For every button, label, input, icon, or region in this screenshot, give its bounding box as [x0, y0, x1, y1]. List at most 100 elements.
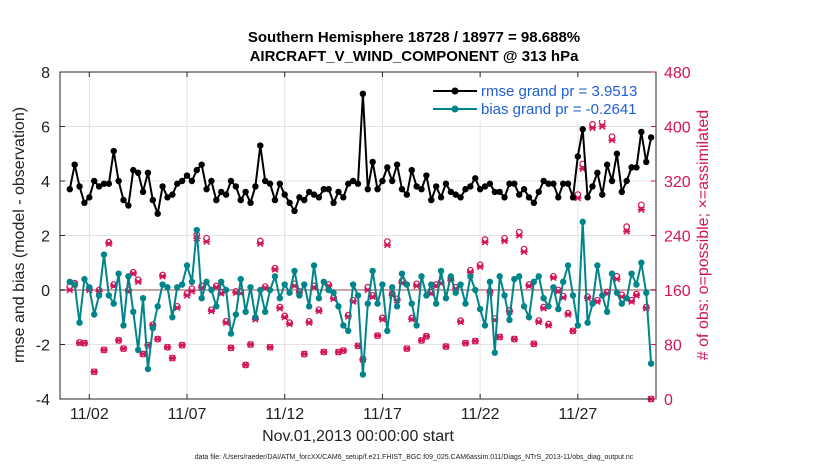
x-tick-label: 11/22 — [461, 406, 500, 423]
bias-point — [584, 319, 591, 326]
y-tick-label: -2 — [36, 338, 50, 355]
rmse-point — [134, 169, 142, 177]
obs-assimilated-marker — [202, 238, 211, 245]
rmse-point — [345, 180, 352, 187]
bias-point — [188, 278, 196, 286]
obs-possible-marker — [261, 283, 269, 290]
obs-possible-marker — [633, 290, 640, 298]
obs-possible-marker — [286, 319, 294, 327]
rmse-point — [584, 194, 591, 201]
obs-possible-marker — [305, 317, 313, 325]
rmse-point — [105, 180, 113, 187]
obs-assimilated-marker — [300, 350, 308, 358]
bias-point — [330, 289, 337, 296]
bias-point — [139, 294, 147, 302]
bias-point — [125, 273, 132, 280]
rmse-point — [569, 194, 577, 201]
bias-point — [569, 292, 577, 299]
y-tick-label: 0 — [41, 283, 50, 300]
bias-point — [530, 278, 538, 286]
rmse-point — [188, 177, 196, 185]
obs-assimilated-marker — [613, 275, 621, 283]
rmse-point — [213, 196, 220, 204]
obs-assimilated-marker — [408, 315, 416, 323]
obs-assimilated-marker — [242, 361, 250, 369]
obs-possible-marker — [349, 296, 357, 304]
bias-point — [252, 314, 259, 321]
bias-point — [335, 303, 342, 310]
obs-assimilated-marker — [500, 237, 509, 245]
bias-point — [516, 273, 523, 280]
bias-point — [520, 303, 528, 310]
obs-assimilated-marker — [207, 307, 216, 315]
bias-point — [618, 300, 626, 307]
bias-point — [359, 371, 367, 378]
bias-point — [589, 300, 596, 307]
obs-assimilated-marker — [520, 248, 528, 256]
rmse-point — [403, 191, 411, 198]
obs-possible-marker — [281, 312, 289, 320]
obs-assimilated-marker — [422, 332, 430, 340]
rmse-point — [115, 177, 122, 185]
obs-assimilated-marker — [471, 337, 479, 345]
rmse-point — [222, 191, 230, 198]
rmse-point — [237, 196, 244, 204]
rmse-point — [232, 183, 240, 190]
rmse-point — [257, 142, 264, 149]
obs-possible-marker — [208, 306, 215, 314]
obs-assimilated-marker — [461, 339, 470, 347]
bias-point — [325, 286, 332, 294]
bias-point — [305, 303, 313, 310]
obs-possible-marker — [457, 317, 464, 325]
bias-point — [154, 303, 161, 310]
obs-assimilated-marker — [80, 339, 89, 347]
obs-possible-marker — [637, 201, 645, 209]
bias-point — [71, 281, 78, 288]
bias-point — [310, 262, 318, 269]
ticks: 11/02 11/07 11/12 11/17 11/22 11/27-4-2024680… — [36, 65, 691, 423]
obs-assimilated-marker — [544, 322, 553, 329]
rmse-point — [203, 185, 210, 193]
obs-possible-marker — [623, 223, 631, 231]
bias-point — [261, 308, 269, 315]
bias-point — [486, 278, 494, 286]
rmse-point — [418, 185, 425, 193]
rmse-point — [364, 185, 371, 193]
rmse-point — [501, 194, 508, 201]
obs-assimilated-marker — [564, 311, 572, 318]
rmse-point — [252, 183, 259, 190]
rmse-point — [559, 180, 567, 187]
x-axis-label: Nov.01,2013 00:00:00 start — [262, 428, 454, 445]
obs-assimilated-marker — [383, 241, 391, 249]
obs-assimilated-marker — [373, 332, 382, 340]
bias-point — [257, 286, 264, 294]
obs-assimilated-marker — [90, 368, 98, 376]
rmse-point — [594, 169, 601, 177]
bias-point — [418, 273, 425, 280]
obs-assimilated-marker — [139, 350, 147, 358]
obs-assimilated-marker — [549, 274, 558, 282]
obs-assimilated-marker — [178, 341, 186, 349]
rmse-point — [643, 158, 650, 166]
obs-assimilated-marker — [222, 319, 230, 327]
obs-possible-marker — [105, 238, 113, 246]
rmse-point — [330, 199, 337, 206]
rmse-point — [432, 183, 440, 190]
obs-possible-marker — [315, 306, 323, 314]
rmse-point — [613, 150, 621, 157]
obs-assimilated-marker — [476, 263, 484, 271]
rmse-point — [315, 194, 323, 201]
bias-point — [457, 281, 464, 288]
obs-assimilated-marker — [530, 340, 538, 348]
bias-point — [638, 259, 645, 266]
bias-point — [291, 267, 298, 275]
bias-point — [388, 284, 396, 291]
bias-point — [320, 278, 328, 286]
rmse-point — [374, 185, 381, 193]
bias-point — [647, 360, 655, 367]
rmse-point — [633, 164, 640, 171]
rmse-point — [301, 196, 308, 204]
chart-title: Southern Hemisphere 18728 / 18977 = 98.6… — [248, 29, 580, 46]
bias-point — [218, 278, 225, 286]
bias-point — [369, 267, 376, 275]
